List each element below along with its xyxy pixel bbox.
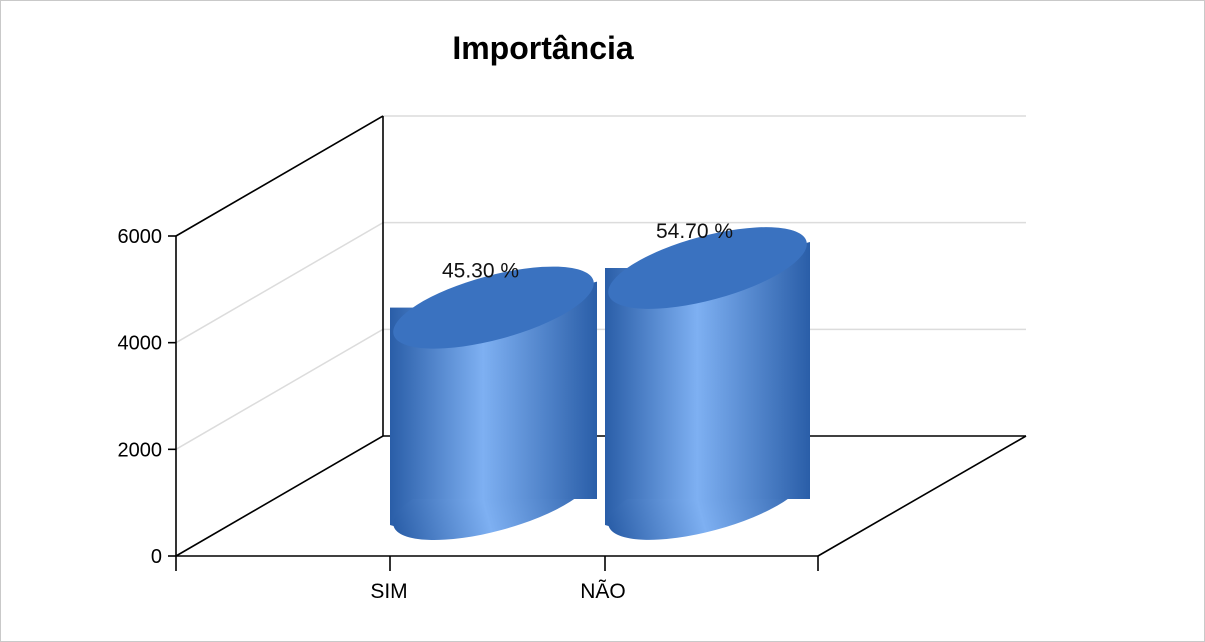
cylinder-não xyxy=(605,227,810,540)
gridline-wall xyxy=(175,328,384,450)
chart-title: Importância xyxy=(452,30,634,66)
floor-left-edge xyxy=(175,435,384,557)
data-label-sim: 45.30 % xyxy=(442,260,519,283)
x-tick-label: NÃO xyxy=(580,579,626,603)
x-tick-label: SIM xyxy=(370,580,407,603)
y-tick-label: 2000 xyxy=(118,439,163,461)
gridline-wall xyxy=(175,222,384,344)
y-tick-label: 6000 xyxy=(118,226,163,248)
y-tick-label: 0 xyxy=(151,546,162,568)
y-axis-top-edge xyxy=(175,115,384,237)
y-tick-label: 4000 xyxy=(118,333,163,355)
floor-right-edge xyxy=(817,435,1027,557)
data-label-não: 54.70 % xyxy=(656,220,733,243)
cylinder-top xyxy=(393,266,594,349)
cylinder-sim xyxy=(390,266,597,541)
cylinder-top xyxy=(608,227,807,309)
